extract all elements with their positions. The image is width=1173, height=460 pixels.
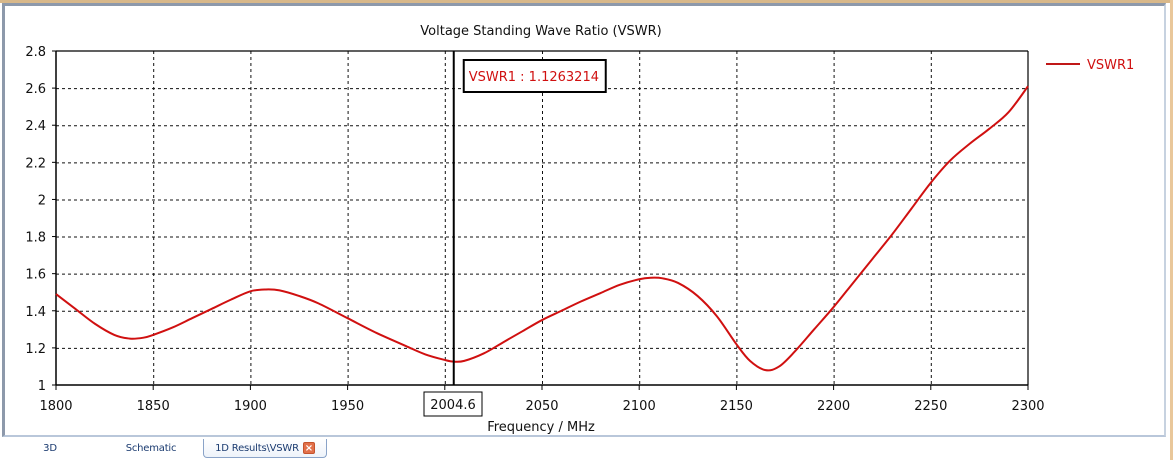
marker-value-box-frame: [462, 59, 607, 93]
marker-layer: VSWR1 : 1.1263214 2004.6: [423, 51, 607, 417]
tab-3d[interactable]: 3D: [20, 439, 80, 458]
marker-x-value-frame: [423, 391, 483, 417]
x-tick-label: 2100: [623, 399, 656, 414]
x-tick-label: 2250: [914, 399, 947, 414]
chart-title: Voltage Standing Wave Ratio (VSWR): [420, 24, 661, 39]
document-tab-bar: 3D Schematic 1D Results\VSWR ×: [0, 439, 1170, 460]
x-axis-label: Frequency / MHz: [487, 420, 595, 435]
legend[interactable]: VSWR1: [1046, 58, 1134, 73]
y-tick-label: 1.2: [25, 342, 46, 357]
axes-layer: 1 1.2 1.4 1.6 1.8 2 2.2 2.4 2.6 2.8 1800 1850 1900 19…: [25, 45, 1044, 414]
y-tick-label: 2: [38, 193, 46, 208]
y-tick-label: 1.6: [25, 268, 46, 283]
tab-schematic[interactable]: Schematic: [110, 439, 192, 458]
grid-layer: [56, 51, 1028, 385]
tab-label: 3D: [43, 443, 57, 454]
y-tick-label: 1: [38, 379, 46, 394]
x-tick-label: 1850: [137, 399, 170, 414]
y-tick-label: 1.8: [25, 231, 46, 246]
series-line-vswr1: [55, 85, 1029, 372]
y-tick-label: 2.4: [25, 119, 46, 134]
y-tick-label: 2.2: [25, 156, 46, 171]
x-tick-label: 2200: [817, 399, 850, 414]
series-layer: [55, 85, 1029, 372]
x-tick-label: 1800: [39, 399, 72, 414]
window-right-border: [1170, 0, 1173, 460]
tab-1d-results-vswr[interactable]: 1D Results\VSWR ×: [203, 439, 327, 458]
close-icon[interactable]: ×: [302, 442, 315, 454]
marker-value-label: VSWR1 : 1.1263214: [469, 70, 599, 85]
marker-x-value-box: 2004.6: [423, 391, 483, 417]
x-tick-label: 2150: [720, 399, 753, 414]
vswr-chart: 1 1.2 1.4 1.6 1.8 2 2.2 2.4 2.6 2.8 1800 1850 1900 19…: [25, 24, 1134, 435]
marker-value-box: VSWR1 : 1.1263214: [462, 59, 607, 93]
x-tick-label: 1900: [234, 399, 267, 414]
legend-label-vswr1: VSWR1: [1087, 58, 1134, 73]
x-tick-label: 2050: [525, 399, 558, 414]
y-tick-label: 1.4: [25, 305, 46, 320]
tab-label: 1D Results\VSWR: [215, 443, 299, 454]
x-tick-label: 2300: [1011, 399, 1044, 414]
window-top-border: [0, 0, 1173, 3]
tab-label: Schematic: [125, 443, 177, 454]
marker-x-value-label: 2004.6: [430, 398, 476, 413]
y-tick-label: 2.6: [25, 82, 46, 97]
x-tick-label: 1950: [331, 399, 364, 414]
y-tick-label: 2.8: [25, 45, 46, 60]
